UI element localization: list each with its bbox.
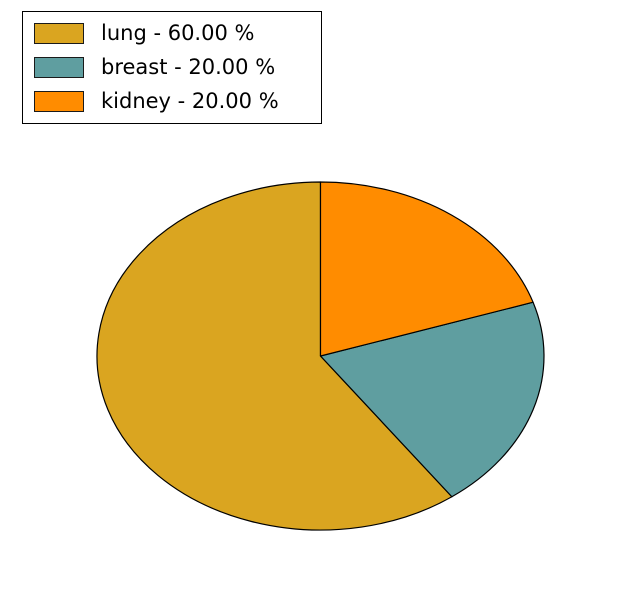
pie-slice-breast bbox=[319, 301, 545, 498]
legend-label-breast: breast - 20.00 % bbox=[101, 54, 276, 79]
legend-label-lung: lung - 60.00 % bbox=[101, 20, 255, 45]
legend-swatch-kidney bbox=[34, 91, 84, 113]
pie-slice-kidney bbox=[319, 181, 534, 357]
legend-item-kidney: kidney - 20.00 % bbox=[34, 89, 315, 114]
legend-label-kidney: kidney - 20.00 % bbox=[101, 89, 279, 114]
legend-swatch-breast bbox=[34, 56, 84, 78]
legend-item-lung: lung - 60.00 % bbox=[34, 20, 315, 45]
legend: lung - 60.00 % breast - 20.00 % kidney -… bbox=[22, 11, 322, 124]
pie-slice-lung bbox=[96, 181, 453, 531]
legend-item-breast: breast - 20.00 % bbox=[34, 54, 315, 79]
legend-swatch-lung bbox=[34, 22, 84, 44]
